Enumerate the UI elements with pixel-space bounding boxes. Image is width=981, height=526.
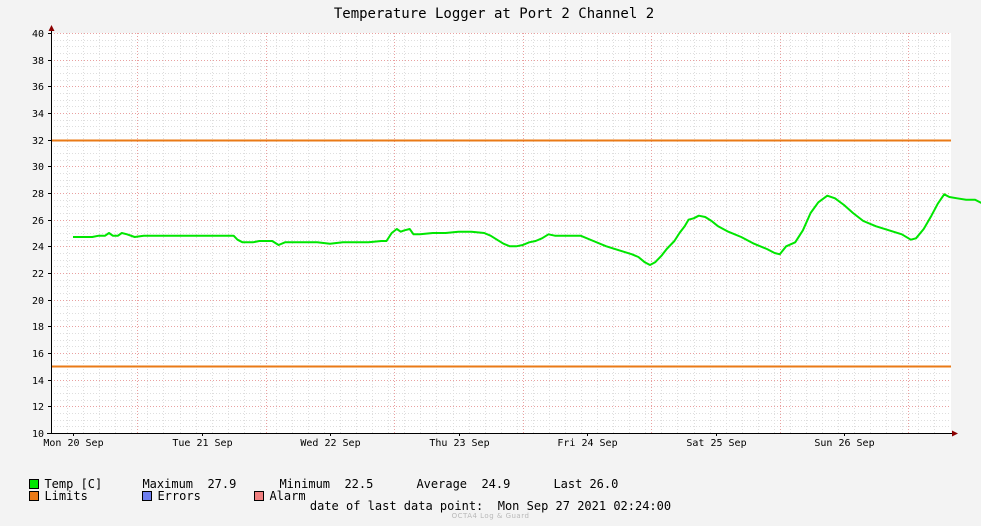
stat-minimum-value: 22.5 [344, 477, 374, 491]
y-tick-label: 36 [32, 82, 44, 93]
stat-minimum-label: Minimum [279, 477, 331, 491]
axes [47, 25, 958, 437]
stat-average-label: Average [416, 477, 468, 491]
legend-limits-label: Limits [44, 489, 88, 503]
y-tick-label: 34 [32, 109, 44, 120]
limit-lines [52, 139, 951, 368]
legend-limits-swatch [29, 491, 40, 501]
last-data-value: Mon Sep 27 2021 02:24:00 [497, 499, 672, 513]
y-tick-label: 10 [32, 429, 44, 440]
y-tick-label: 24 [32, 242, 44, 253]
x-tick-label: Sat 25 Sep [686, 438, 746, 449]
legend-alarm-swatch [254, 491, 265, 501]
y-tick-label: 16 [32, 349, 44, 360]
y-tick-label: 38 [32, 56, 44, 67]
x-tick-label: Wed 22 Sep [300, 438, 360, 449]
y-tick-label: 26 [32, 216, 44, 227]
stat-maximum-label: Maximum [142, 477, 194, 491]
y-tick-label: 28 [32, 189, 44, 200]
x-axis-arrow [952, 430, 958, 437]
legend-temp-label: Temp [C] [44, 477, 103, 491]
stat-maximum-value: 27.9 [207, 477, 237, 491]
watermark: OCTA4 Log & Guard [451, 512, 530, 520]
series [73, 193, 981, 266]
stat-last-label: Last [553, 477, 583, 491]
y-tick-label: 14 [32, 376, 44, 387]
legend-errors-label: Errors [157, 489, 201, 503]
x-tick-label: Fri 24 Sep [557, 438, 617, 449]
y-tick-labels: 10 12 14 16 18 20 22 24 26 28 30 32 34 36 38 40 [32, 29, 51, 440]
legend-alarm-label: Alarm [269, 489, 306, 503]
last-data-label: date of last data point: [309, 499, 484, 513]
y-tick-label: 32 [32, 136, 44, 147]
temperature-series-line [73, 193, 981, 266]
y-tick-label: 30 [32, 162, 44, 173]
y-tick-label: 18 [32, 322, 44, 333]
x-tick-label: Tue 21 Sep [172, 438, 232, 449]
y-tick-label: 40 [32, 29, 44, 40]
x-tick-label: Thu 23 Sep [429, 438, 489, 449]
stat-last-value: 26.0 [589, 477, 619, 491]
x-tick-labels: Mon 20 Sep Tue 21 Sep Wed 22 Sep Thu 23 Sep… [43, 433, 875, 449]
last-data-point-line: date of last data point: Mon Sep 27 2021… [0, 499, 981, 513]
y-tick-label: 22 [32, 269, 44, 280]
legend-row-2: Limits Errors Alarm [15, 475, 306, 503]
y-tick-label: 20 [32, 296, 44, 307]
legend-row-1: Temp [C] Maximum 27.9 Minimum 22.5 Average 24.… [15, 463, 618, 491]
x-tick-label: Sun 26 Sep [814, 438, 874, 449]
stat-average-value: 24.9 [481, 477, 511, 491]
temperature-chart: 10 12 14 16 18 20 22 24 26 28 30 32 34 36 38 40 Mon 20 … [32, 6, 981, 449]
grid [51, 33, 951, 434]
x-tick-label: Mon 20 Sep [43, 438, 103, 449]
y-tick-label: 12 [32, 402, 44, 413]
legend-temp-swatch [29, 479, 40, 489]
y-axis-arrow [48, 25, 55, 31]
chart-title: Temperature Logger at Port 2 Channel 2 [334, 6, 654, 22]
legend-errors-swatch [142, 491, 153, 501]
